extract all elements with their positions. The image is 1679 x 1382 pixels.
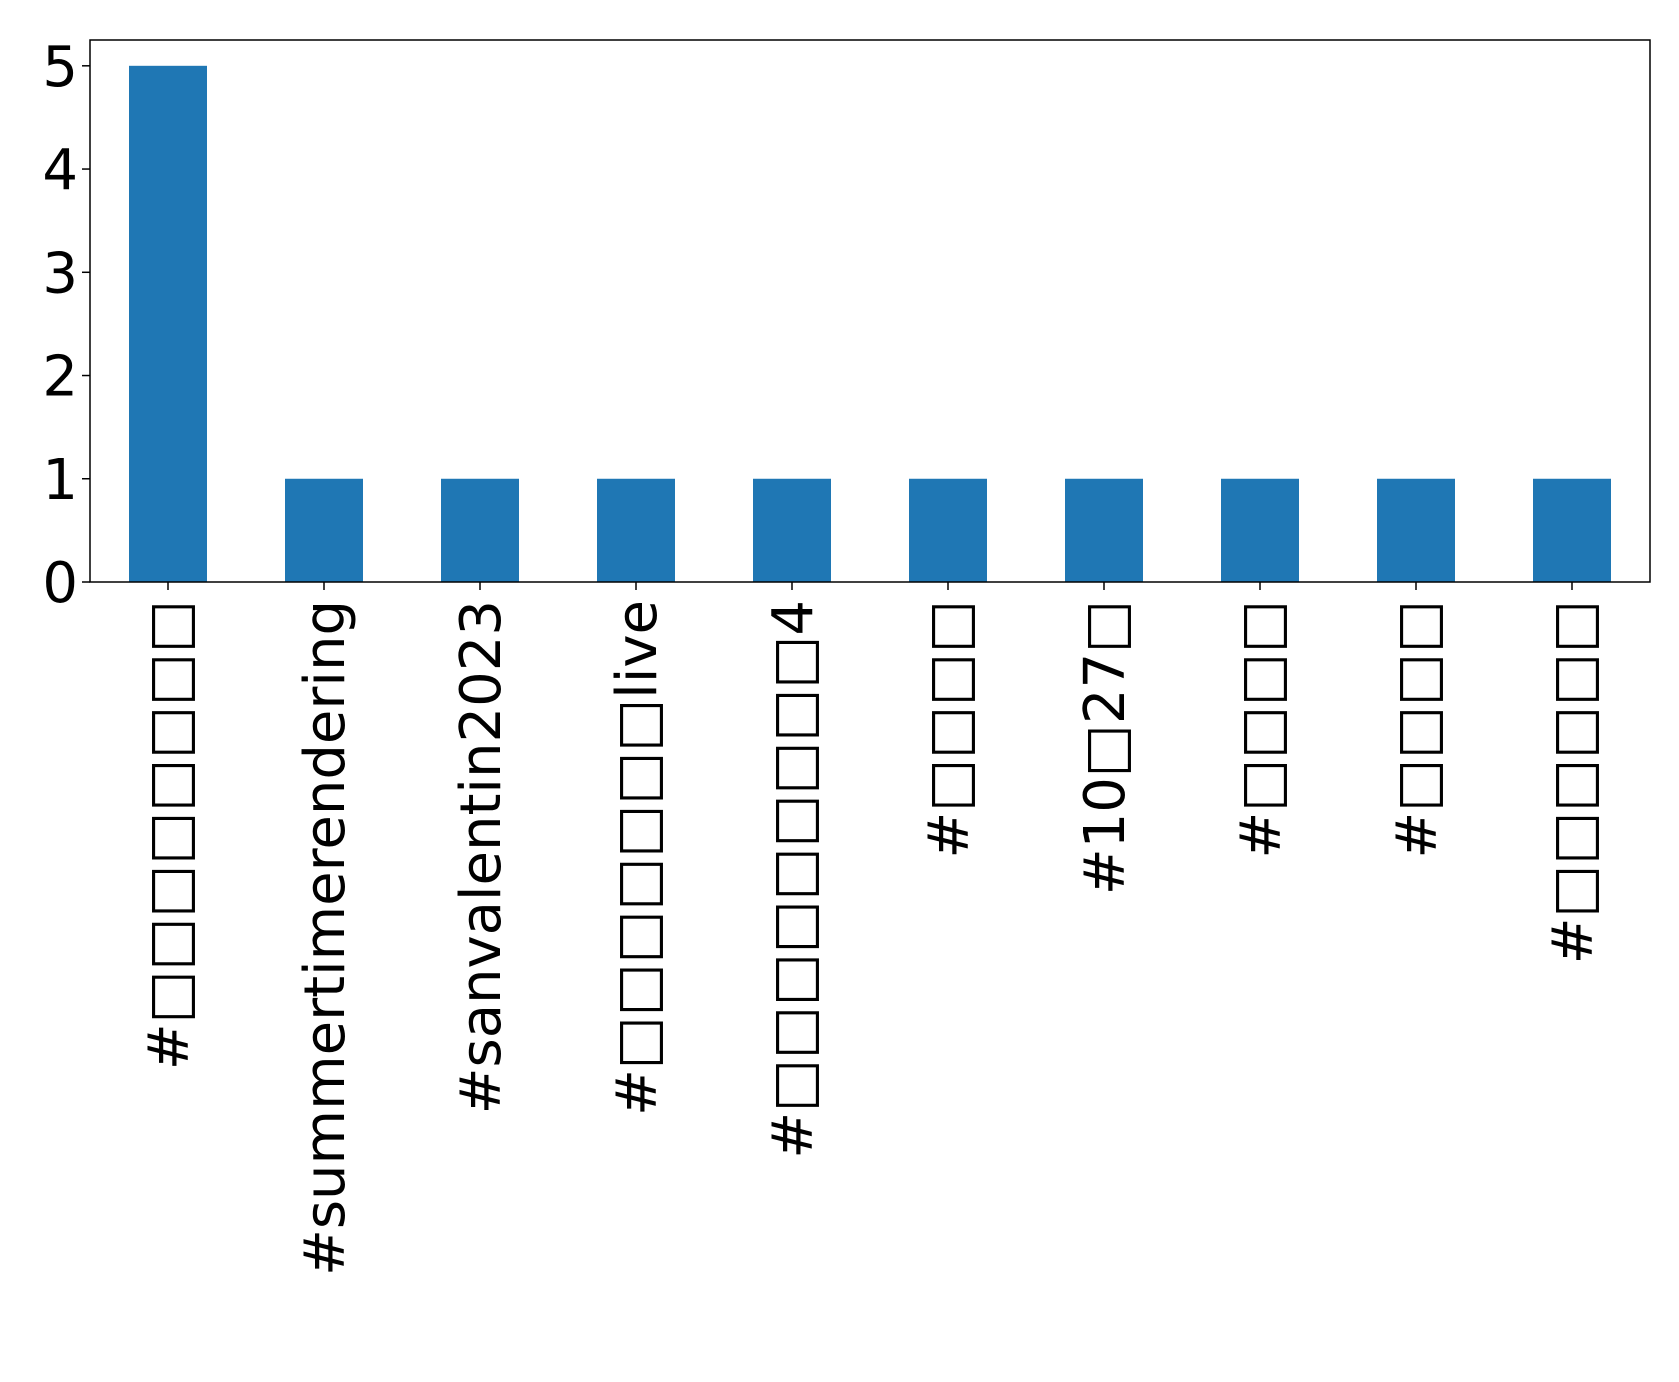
y-tick-label-0: 0 <box>42 551 78 616</box>
x-tick-label-5: #□□□□ <box>917 600 982 859</box>
x-tick-label-3: #□□□□□□□live <box>605 600 670 1116</box>
y-tick-label-1: 1 <box>42 448 78 513</box>
x-tick-label-8: #□□□□ <box>1385 600 1450 859</box>
bar-7 <box>1221 478 1299 582</box>
plot-area-frame <box>89 39 1651 583</box>
x-tick-label-4: #□□□□□□□□□4 <box>761 600 826 1159</box>
bar-6 <box>1065 478 1143 582</box>
x-tick-label-7: #□□□□ <box>1229 600 1294 859</box>
y-tick-label-4: 4 <box>42 138 78 203</box>
bars-layer <box>129 65 1611 583</box>
y-tick-label-3: 3 <box>42 241 78 306</box>
x-tick-label-1: #summertimerendering <box>293 600 358 1276</box>
bar-3 <box>597 478 675 582</box>
bar-8 <box>1377 478 1455 582</box>
bar-0 <box>129 65 207 583</box>
x-axis: #□□□□□□□□ #summertimerendering #sanvalenti… <box>137 582 1606 1276</box>
x-tick-label-9: #□□□□□□ <box>1541 600 1606 964</box>
bar-9 <box>1533 478 1611 582</box>
y-axis: 0 1 2 3 4 5 <box>42 35 90 616</box>
bar-5 <box>909 478 987 582</box>
y-tick-label-2: 2 <box>42 345 78 410</box>
x-tick-label-6: #10□27□ <box>1073 600 1138 895</box>
bar-4 <box>753 478 831 582</box>
bar-1 <box>285 478 363 582</box>
x-tick-label-2: #sanvalentin2023 <box>449 600 514 1114</box>
x-tick-label-0: #□□□□□□□□ <box>137 600 202 1070</box>
bar-2 <box>441 478 519 582</box>
y-tick-label-5: 5 <box>42 35 78 100</box>
